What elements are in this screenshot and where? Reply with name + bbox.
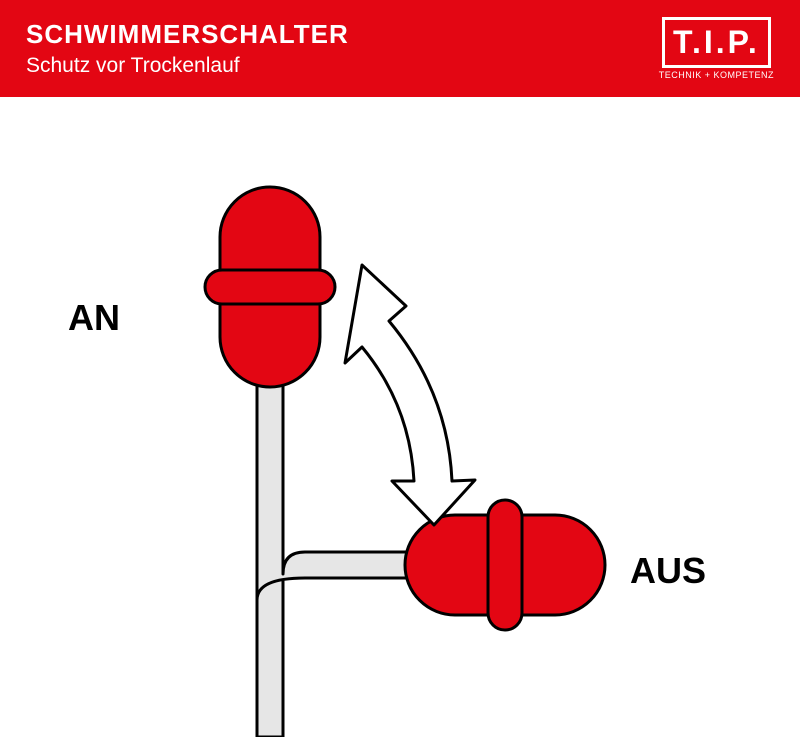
logo-main-text: T.I.P. xyxy=(673,24,760,60)
diagram-area: AN AUS xyxy=(0,97,800,737)
logo-tagline: TECHNIK + KOMPETENZ xyxy=(659,70,774,80)
header-text-block: SCHWIMMERSCHALTER Schutz vor Trockenlauf xyxy=(26,19,349,78)
label-off: AUS xyxy=(630,550,706,592)
logo-box: T.I.P. xyxy=(662,17,771,68)
page-subtitle: Schutz vor Trockenlauf xyxy=(26,54,349,78)
label-on: AN xyxy=(68,297,120,339)
brand-logo: T.I.P. TECHNIK + KOMPETENZ xyxy=(659,17,774,80)
float-switch-diagram xyxy=(0,97,800,737)
header: SCHWIMMERSCHALTER Schutz vor Trockenlauf… xyxy=(0,0,800,97)
page-title: SCHWIMMERSCHALTER xyxy=(26,19,349,50)
